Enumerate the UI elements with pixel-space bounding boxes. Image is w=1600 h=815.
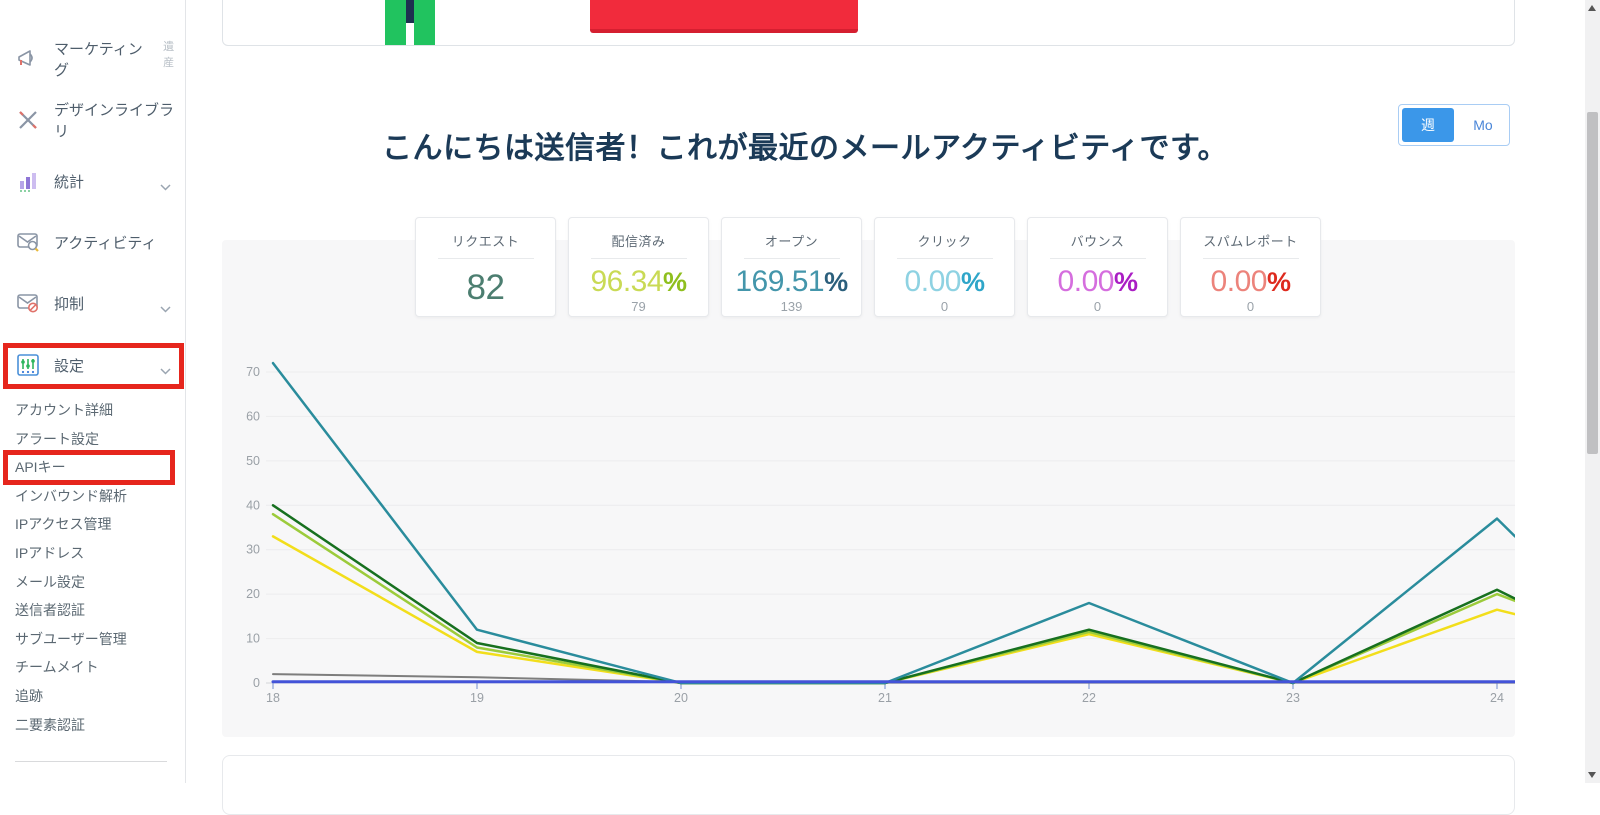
stat-card-requests: リクエスト 82 (415, 217, 556, 317)
stat-value: 0.00% (1057, 265, 1138, 298)
sidebar-item-settings[interactable]: 設定 (0, 343, 185, 387)
settings-icon (15, 352, 41, 378)
sidebar-item-stats[interactable]: 統計 (0, 159, 185, 203)
submenu-item-mail-settings[interactable]: メール設定 (15, 573, 85, 590)
legacy-badge: 遺産 (163, 41, 175, 69)
chevron-down-icon (160, 362, 171, 379)
sidebar-item-label: アクティビティ (54, 234, 157, 252)
stat-value: 82 (466, 268, 505, 307)
sidebar-item-activity[interactable]: アクティビティ (0, 220, 185, 264)
page-title: こんにちは送信者！これが最近のメールアクティビティです。 (382, 132, 1228, 166)
stat-subvalue: 0 (1093, 299, 1102, 314)
sidebar-item-design-library[interactable]: デザインライブラリ (0, 98, 185, 142)
sidebar-item-mail-api[interactable]: メールAPI (0, 0, 185, 10)
stat-title: スパムレポート (1203, 234, 1298, 249)
stats-icon (15, 168, 41, 194)
stat-subvalue: 139 (780, 299, 803, 314)
sidebar: メールAPI マーケティング 遺産 デザインライブラリ 統計 (0, 0, 186, 783)
stat-title: リクエスト (451, 234, 520, 249)
scroll-up-arrow-icon[interactable] (1588, 5, 1596, 11)
submenu-item-alert-settings[interactable]: アラート設定 (15, 430, 99, 447)
stat-title: バウンス (1070, 234, 1125, 249)
stat-subvalue: 0 (940, 299, 949, 314)
submenu-item-tracking[interactable]: 追跡 (15, 687, 43, 704)
svg-text:20: 20 (674, 691, 688, 705)
main-content: こんにちは送信者！これが最近のメールアクティビティです。 週 Mo リクエスト … (185, 0, 1585, 815)
svg-text:20: 20 (246, 587, 260, 601)
activity-icon (15, 229, 41, 255)
svg-text:24: 24 (1490, 691, 1504, 705)
onboarding-card (222, 0, 1515, 46)
submenu-item-sender-auth[interactable]: 送信者認証 (15, 602, 85, 619)
stat-card-opens: オープン 169.51% 139 (721, 217, 862, 317)
sidebar-item-suppressions[interactable]: 抑制 (0, 281, 185, 325)
suppressions-icon (15, 290, 41, 316)
activity-chart-panel: 0 10 20 30 40 50 60 70 18 19 20 21 22 23 24 (222, 240, 1515, 737)
week-month-toggle: 週 Mo (1398, 104, 1510, 146)
chevron-down-icon (160, 178, 171, 195)
settings-submenu: アカウント詳細 アラート設定 APIキー インバウンド解析 IPアクセス管理 I… (0, 396, 185, 739)
svg-text:30: 30 (246, 543, 260, 557)
cta-button[interactable] (590, 0, 858, 33)
vertical-scrollbar[interactable] (1585, 0, 1600, 783)
marketing-icon (15, 46, 41, 72)
submenu-item-two-factor[interactable]: 二要素認証 (15, 716, 85, 733)
svg-text:19: 19 (470, 691, 484, 705)
chevron-down-icon (160, 300, 171, 317)
stat-title: 配信済み (611, 234, 666, 249)
toggle-week-button[interactable]: 週 (1402, 108, 1454, 142)
toggle-month-button[interactable]: Mo (1473, 117, 1493, 133)
sidebar-item-label: デザインライブラリ (54, 102, 175, 140)
sidebar-item-marketing[interactable]: マーケティング 遺産 (0, 37, 185, 81)
scroll-down-arrow-icon[interactable] (1588, 772, 1596, 778)
svg-text:70: 70 (246, 365, 260, 379)
submenu-item-account-details[interactable]: アカウント詳細 (15, 402, 113, 418)
sidebar-item-label: 抑制 (54, 295, 85, 313)
stat-value: 169.51% (735, 265, 848, 298)
svg-text:22: 22 (1082, 691, 1096, 705)
stat-subvalue: 0 (1246, 299, 1255, 314)
activity-chart: 0 10 20 30 40 50 60 70 18 19 20 21 22 23 24 (246, 361, 1515, 705)
bottom-card (222, 755, 1515, 815)
submenu-item-subusers[interactable]: サブユーザー管理 (15, 630, 127, 647)
stat-card-delivered: 配信済み 96.34% 79 (568, 217, 709, 317)
stat-card-clicks: クリック 0.00% 0 (874, 217, 1015, 317)
submenu-item-inbound-parse[interactable]: インバウンド解析 (15, 487, 127, 504)
stat-title: オープン (764, 234, 819, 249)
design-library-icon (15, 107, 41, 133)
svg-text:18: 18 (266, 691, 280, 705)
sidebar-item-label: 統計 (54, 173, 85, 191)
stat-card-spam-reports: スパムレポート 0.00% 0 (1180, 217, 1321, 317)
submenu-item-ip-access[interactable]: IPアクセス管理 (15, 516, 112, 533)
svg-text:0: 0 (253, 676, 260, 690)
mail-api-icon (15, 0, 41, 1)
sidebar-item-label: マーケティング (54, 41, 143, 79)
stat-value: 0.00% (904, 265, 985, 298)
submenu-item-api-keys[interactable]: APIキー (15, 459, 66, 476)
svg-text:40: 40 (246, 498, 260, 512)
mascot-legs-illustration (385, 0, 437, 45)
sidebar-item-label: 設定 (54, 357, 85, 375)
stat-title: クリック (917, 234, 972, 249)
svg-text:23: 23 (1286, 691, 1300, 705)
scrollbar-thumb[interactable] (1587, 112, 1598, 454)
submenu-item-ip-addresses[interactable]: IPアドレス (15, 544, 85, 561)
svg-text:60: 60 (246, 409, 260, 423)
stat-subvalue: 79 (631, 299, 646, 314)
svg-text:10: 10 (246, 632, 260, 646)
sidebar-divider (15, 761, 167, 762)
svg-text:50: 50 (246, 454, 260, 468)
stat-value: 96.34% (590, 265, 687, 298)
svg-text:21: 21 (878, 691, 892, 705)
submenu-item-teammates[interactable]: チームメイト (15, 659, 99, 676)
stat-value: 0.00% (1210, 265, 1291, 298)
stat-card-bounces: バウンス 0.00% 0 (1027, 217, 1168, 317)
